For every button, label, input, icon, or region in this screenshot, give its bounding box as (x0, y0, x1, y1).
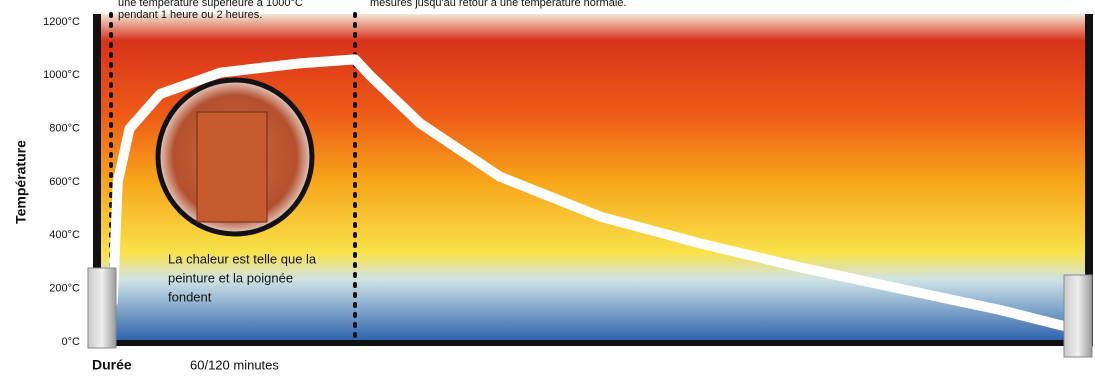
y-tick-label: 1000°C (43, 69, 80, 81)
y-tick-label: 0°C (62, 336, 81, 348)
y-tick-label: 200°C (49, 283, 80, 295)
x-note: 60/120 minutes (190, 357, 279, 372)
temperature-curve (107, 54, 1090, 337)
x-axis-title: Durée (92, 357, 132, 373)
x-axis-bar (100, 340, 1085, 346)
y-tick-label: 800°C (49, 123, 80, 135)
y-tick-label: 1200°C (43, 16, 80, 28)
right-bar (1085, 14, 1093, 346)
door-shape (196, 111, 268, 223)
annotation: fondent (168, 289, 212, 304)
y-tick-label: 600°C (49, 176, 80, 188)
y-axis-bar (93, 14, 101, 346)
annotation: pendant 1 heure ou 2 heures. (118, 9, 262, 21)
y-axis-title: Température (13, 140, 29, 224)
door-icon (1063, 274, 1093, 358)
y-tick-label: 400°C (49, 229, 80, 241)
annotation: une température supérieure à 1000°C (118, 0, 303, 9)
door-icon (87, 267, 117, 349)
annotation: peinture et la poignée (168, 270, 293, 285)
annotation: mesures jusqu'au retour à une températur… (370, 0, 626, 9)
annotation: La chaleur est telle que la (168, 251, 317, 266)
